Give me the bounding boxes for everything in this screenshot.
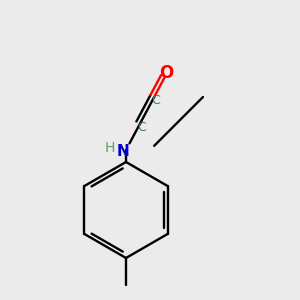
Text: H: H (104, 142, 115, 155)
Text: C: C (151, 94, 160, 107)
Text: C: C (137, 121, 146, 134)
Text: N: N (117, 144, 129, 159)
Text: O: O (159, 64, 173, 82)
